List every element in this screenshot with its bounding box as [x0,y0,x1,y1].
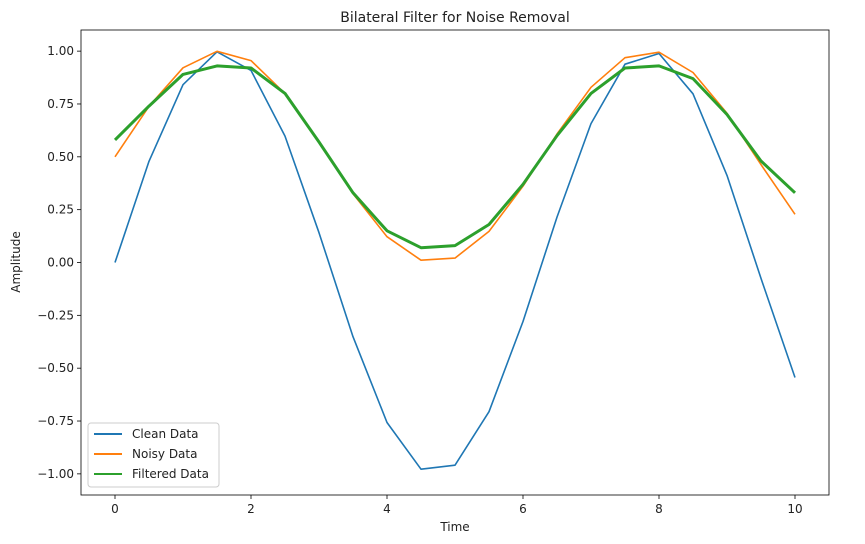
legend: Clean Data Noisy Data Filtered Data [87,422,220,488]
legend-box [87,422,220,488]
legend-label-filtered: Filtered Data [132,467,209,481]
y-tick-label: 0.00 [47,256,74,270]
x-tick-label: 8 [655,502,663,516]
y-axis-label: Amplitude [9,231,23,293]
series-layer [113,50,797,471]
chart-title: Bilateral Filter for Noise Removal [340,10,570,26]
y-tick-label: −0.75 [37,414,74,428]
x-axis: 0 2 4 6 8 10 [111,495,803,516]
legend-label-noisy: Noisy Data [132,447,197,461]
y-tick-label: 1.00 [47,44,74,58]
x-tick-label: 6 [519,502,527,516]
series-line-filtered-data [113,64,797,250]
y-tick-label: 0.25 [47,203,74,217]
x-tick-label: 2 [247,502,255,516]
x-tick-label: 0 [111,502,119,516]
y-tick-label: 0.50 [47,150,74,164]
plot-area [80,29,830,496]
y-tick-label: −1.00 [37,467,74,481]
x-axis-label: Time [439,520,469,534]
y-tick-label: −0.50 [37,361,74,375]
x-tick-label: 10 [787,502,802,516]
series-line-clean-data [114,50,796,471]
y-tick-label: −0.25 [37,308,74,322]
y-tick-label: 0.75 [47,97,74,111]
y-axis: 1.00 0.75 0.50 0.25 0.00 −0.25 −0.50 −0.75 −1.00 [37,44,81,481]
series-line-noisy-data [114,50,796,262]
x-tick-label: 4 [383,502,391,516]
legend-label-clean: Clean Data [132,427,199,441]
